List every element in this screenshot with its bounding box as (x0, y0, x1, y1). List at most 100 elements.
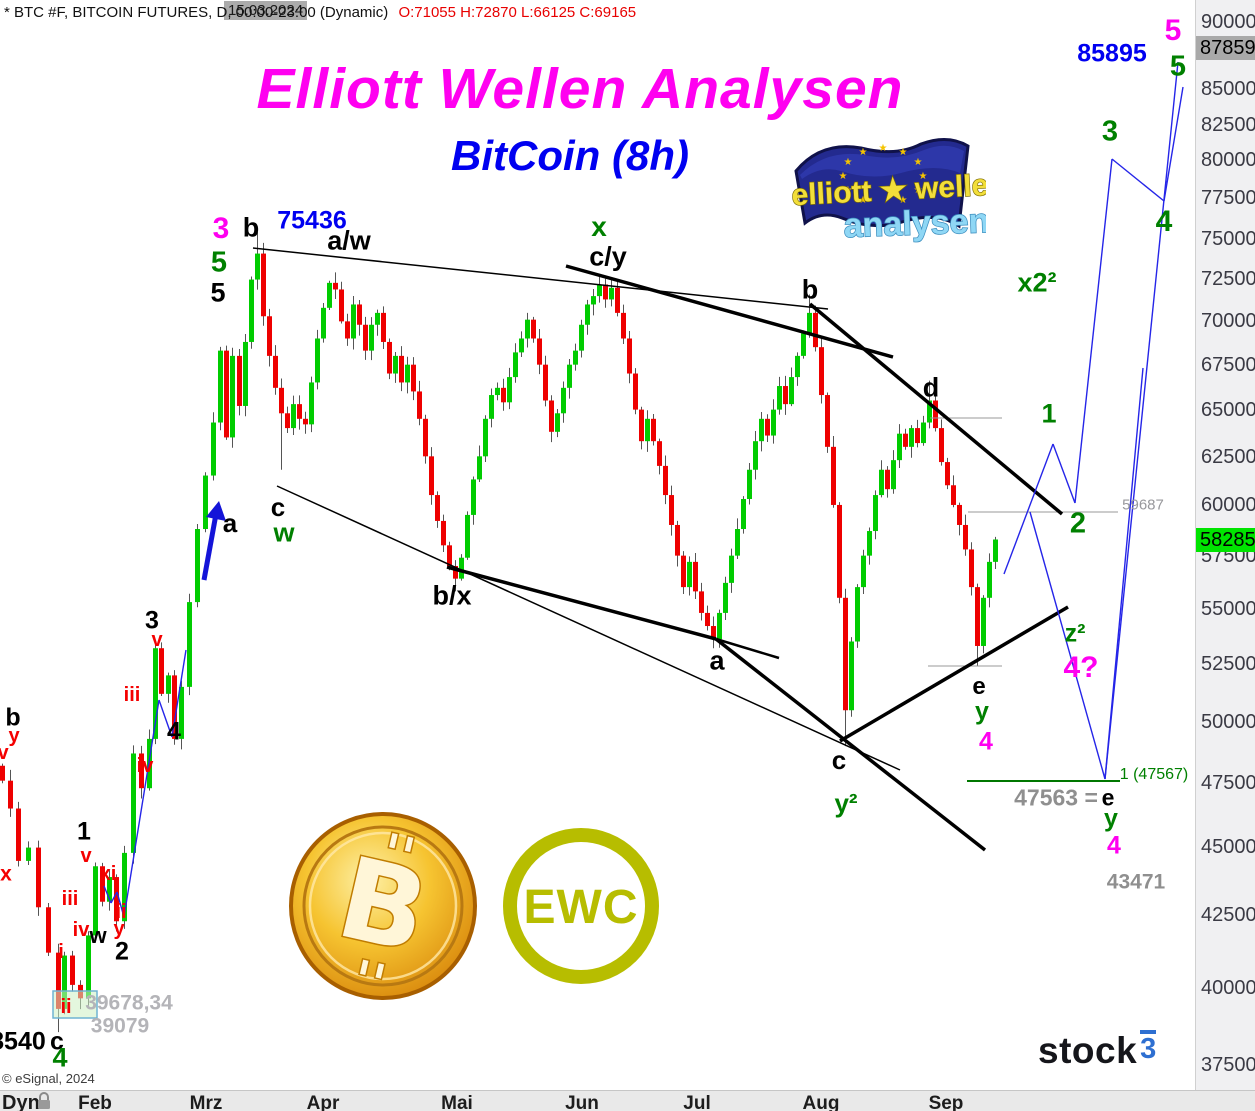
candle-down (417, 391, 422, 419)
svg-text:★: ★ (839, 171, 848, 182)
candle-down (939, 428, 944, 463)
page-title: Elliott Wellen Analysen (256, 57, 904, 121)
chart-annotation: 5 (1169, 50, 1187, 83)
chart-annotation: x (0, 862, 12, 886)
svg-text:★: ★ (914, 157, 923, 168)
candle-down (16, 808, 21, 861)
chart-annotation: 39079 (90, 1014, 150, 1038)
candles (0, 232, 998, 1033)
chart-annotation: c/y (589, 241, 627, 272)
candle-up (609, 287, 614, 300)
euro-stars: ★ ★ ★ ★ ★ ★ ★ ★ ★ ★ ★ (839, 143, 928, 206)
chart-annotation: w (89, 923, 107, 948)
ewc-logo: EWC (503, 828, 659, 984)
candle-up (801, 333, 806, 356)
chart-annotation: 1 (47567) (1119, 766, 1189, 783)
candle-down (975, 587, 980, 646)
chart-annotation: 4 (979, 727, 993, 756)
candle-up (483, 418, 488, 457)
candle-up (351, 304, 356, 339)
chart-annotation: 5 (210, 277, 226, 308)
month-label: Jul (683, 1093, 711, 1111)
candle-up (131, 753, 136, 853)
candle-up (465, 514, 470, 558)
candle-down (951, 485, 956, 505)
candle-up (153, 648, 158, 739)
candle-down (172, 675, 177, 739)
chart-annotation: v (0, 742, 9, 764)
bitcoin-logo: B (289, 812, 477, 1000)
candle-up (717, 612, 722, 640)
svg-text:★: ★ (859, 195, 868, 206)
chart-annotation: 2 (1069, 507, 1087, 540)
chart-annotation: 4 (1107, 831, 1121, 860)
chart-annotation: iv (136, 755, 154, 777)
candle-down (957, 504, 962, 525)
price-tick-label: 50000 (1201, 711, 1255, 733)
page-subtitle: BitCoin (8h) (451, 132, 689, 179)
candle-up (993, 539, 998, 562)
candle-up (187, 602, 192, 687)
chart-annotation: 4 (52, 1042, 68, 1073)
candle-up (891, 460, 896, 490)
candle-up (489, 395, 494, 419)
candle-down (933, 400, 938, 429)
candle-down (279, 387, 284, 414)
price-tick-label: 77500 (1201, 187, 1255, 209)
chart-annotation: iii (123, 684, 141, 706)
chart-annotation: 38540 (0, 1027, 46, 1056)
chart-annotation: b/x (432, 580, 472, 611)
chart-annotation: 59687 (1122, 496, 1164, 514)
lock-icon[interactable] (36, 1092, 52, 1110)
chart-annotation: b (5, 703, 21, 732)
chart-annotation: w (273, 517, 295, 548)
chart-annotation: ii (115, 901, 127, 923)
candle-down (139, 753, 144, 789)
candle-up (921, 422, 926, 444)
price-tick-label: 40000 (1201, 977, 1255, 999)
candle-down (615, 287, 620, 313)
candle-down (339, 289, 344, 322)
chart-annotation: c (50, 1027, 64, 1056)
stock3-logo: stock 3 (1038, 1030, 1157, 1071)
chart-annotation: v (80, 845, 92, 867)
candle-up (759, 418, 764, 442)
candle-up (645, 418, 650, 442)
time-axis[interactable]: Dyn Feb Mrz Apr Mai Jun Jul Aug Sep (0, 1090, 1255, 1111)
stock3-three: 3 (1140, 1030, 1157, 1064)
candle-up (375, 312, 380, 325)
chart-annotation: iii (61, 888, 79, 910)
flag-sheen (800, 145, 964, 179)
price-axis[interactable]: 90000 85000 82500 80000 77500 75000 72500 70000… (1195, 0, 1255, 1090)
candle-up (249, 279, 254, 342)
candle-up (735, 529, 740, 556)
price-tick-label: 82500 (1201, 114, 1255, 136)
stock3-text: stock (1038, 1030, 1138, 1071)
chart-annotation: e (1101, 784, 1115, 811)
candle-up (321, 307, 326, 339)
candle-down (699, 591, 704, 613)
candle-up (849, 641, 854, 711)
candle-up (393, 355, 398, 374)
candle-up (795, 355, 800, 378)
date-badge[interactable]: 15.03.2024 (224, 1, 308, 20)
candle-up (107, 877, 112, 902)
candle-down (273, 355, 278, 388)
candle-down (531, 319, 536, 339)
candle-up (218, 350, 223, 423)
dyn-button[interactable]: Dyn (2, 1092, 40, 1111)
month-label: Apr (306, 1093, 340, 1111)
candle-up (519, 338, 524, 353)
chart-annotation: 1 (77, 817, 91, 846)
candle-down (261, 253, 266, 317)
chart-annotation: v (151, 629, 163, 651)
candle-up (525, 319, 530, 339)
candle-up (86, 935, 91, 999)
candle-up (687, 561, 692, 588)
chart-annotation: y² (834, 788, 858, 818)
candle-up (405, 364, 410, 383)
candle-up (555, 413, 560, 432)
candle-down (411, 364, 416, 392)
candle-down (100, 866, 105, 902)
